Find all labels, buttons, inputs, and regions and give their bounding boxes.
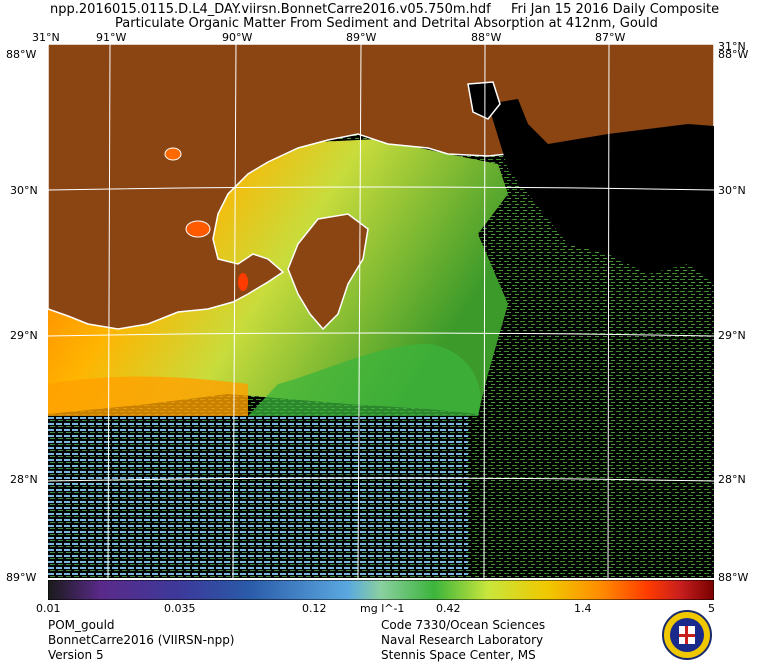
- lat-label-30n-right: 30°N: [718, 184, 746, 197]
- file-name: npp.2016015.0115.D.L4_DAY.viirsn.BonnetC…: [50, 2, 491, 17]
- product-subtitle: Particulate Organic Matter From Sediment…: [115, 16, 658, 31]
- lat-label-29n-right: 29°N: [718, 329, 746, 342]
- scale-tick-0.035: 0.035: [164, 602, 196, 615]
- mobile-bay: [467, 81, 501, 120]
- lon-label-91w-top: 91°W: [96, 31, 127, 44]
- no-data-region: [488, 99, 714, 284]
- corner-lat-top-left: 31°N: [32, 31, 60, 44]
- product-name: POM_gould: [48, 618, 115, 632]
- scale-tick-0.12: 0.12: [302, 602, 327, 615]
- lon-label-88w-top: 88°W: [471, 31, 502, 44]
- scale-tick-5: 5: [708, 602, 715, 615]
- satellite-map: [48, 44, 714, 578]
- lake-pontchartrain: [185, 220, 211, 238]
- lat-label-29n-left: 29°N: [10, 329, 38, 342]
- scale-unit: mg l^-1: [360, 602, 405, 615]
- graticule: [48, 44, 714, 578]
- river-delta: [287, 213, 369, 331]
- corner-label-bottom-left: 89°W: [6, 571, 37, 584]
- lat-label-28n-left: 28°N: [10, 473, 38, 486]
- scale-tick-1.4: 1.4: [574, 602, 592, 615]
- composite-date: Fri Jan 15 2016 Daily Composite: [511, 2, 720, 17]
- org-location: Stennis Space Center, MS: [381, 648, 536, 662]
- shelf-water: [48, 376, 248, 416]
- org-name: Naval Research Laboratory: [381, 633, 544, 647]
- lat-label-30n-left: 30°N: [10, 184, 38, 197]
- corner-lon-top-right: 88°W: [718, 48, 749, 61]
- lake-borgne: [238, 273, 248, 291]
- lat-label-28n-right: 28°N: [718, 473, 746, 486]
- inland-lake: [164, 147, 182, 161]
- lon-label-87w-top: 87°W: [595, 31, 626, 44]
- org-code: Code 7330/Ocean Sciences: [381, 618, 546, 632]
- plume-edge: [248, 344, 481, 416]
- corner-lon-top-left: 88°W: [6, 48, 37, 61]
- nrl-seal-icon: [662, 610, 712, 660]
- corner-lat-top-right: 31°N: [718, 40, 746, 53]
- dataset-name: BonnetCarre2016 (VIIRSN-npp): [48, 633, 235, 647]
- color-scale-bar: [48, 580, 714, 600]
- offshore-low-concentration: [48, 414, 468, 578]
- lon-label-90w-top: 90°W: [222, 31, 253, 44]
- scale-tick-0.42: 0.42: [436, 602, 461, 615]
- scale-tick-0.01: 0.01: [36, 602, 61, 615]
- version-label: Version 5: [48, 648, 104, 662]
- lon-label-89w-top: 89°W: [346, 31, 377, 44]
- corner-label-bottom-right: 88°W: [718, 571, 749, 584]
